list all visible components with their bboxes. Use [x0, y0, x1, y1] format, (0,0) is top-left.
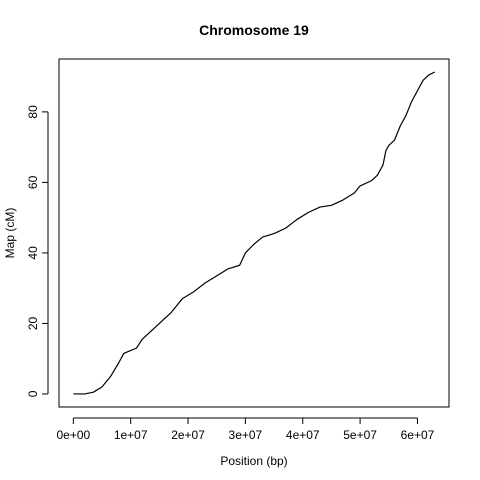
y-axis: 0 20 40 60 80: [26, 105, 49, 397]
x-tick-label: 3e+07: [229, 428, 263, 442]
x-tick-label: 5e+07: [343, 428, 377, 442]
y-tick-label: 80: [26, 105, 40, 119]
x-tick-label: 2e+07: [171, 428, 205, 442]
series-line: [73, 71, 435, 395]
y-tick-label: 60: [26, 175, 40, 189]
plot-frame: [58, 58, 450, 408]
series-layer: [73, 71, 435, 395]
y-tick-label: 20: [26, 316, 40, 330]
x-axis: 0e+00 1e+07 2e+07 3e+07 4e+07 5e+07 6e+07: [56, 417, 435, 442]
x-tick-label: 6e+07: [401, 428, 435, 442]
x-tick-label: 1e+07: [114, 428, 148, 442]
chart-title: Chromosome 19: [199, 22, 309, 38]
x-axis-label: Position (bp): [220, 454, 287, 468]
x-tick-label: 4e+07: [286, 428, 320, 442]
y-tick-label: 40: [26, 246, 40, 260]
x-tick-label: 0e+00: [56, 428, 90, 442]
y-tick-label: 0: [26, 390, 40, 397]
y-axis-label: Map (cM): [3, 208, 17, 259]
